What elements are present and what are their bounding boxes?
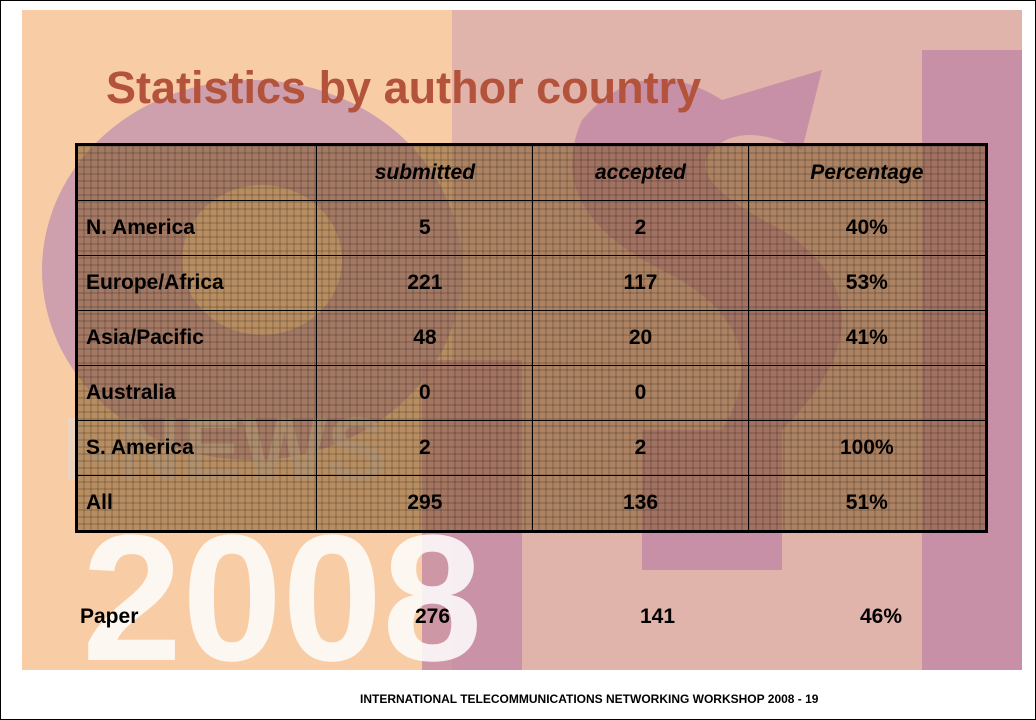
value-cell	[748, 366, 986, 421]
header-cell: submitted	[317, 145, 533, 201]
value-cell: 221	[317, 256, 533, 311]
header-cell: accepted	[533, 145, 748, 201]
summary-value: 141	[640, 605, 675, 629]
header-cell: Percentage	[748, 145, 986, 201]
value-cell: 2	[317, 421, 533, 476]
summary-label: Paper	[80, 605, 138, 629]
slide: 2008 I-NEWS Statistics by author country…	[22, 10, 1022, 670]
value-cell: 2	[533, 201, 748, 256]
value-cell: 5	[317, 201, 533, 256]
value-cell: 48	[317, 311, 533, 366]
page: 2008 I-NEWS Statistics by author country…	[0, 0, 1036, 720]
value-cell: 0	[317, 366, 533, 421]
footer: INTERNATIONAL TELECOMMUNICATIONS NETWORK…	[360, 692, 818, 706]
row-label: All	[77, 476, 317, 532]
value-cell: 51%	[748, 476, 986, 532]
row-label: Australia	[77, 366, 317, 421]
row-label: S. America	[77, 421, 317, 476]
row-label: Asia/Pacific	[77, 311, 317, 366]
header-cell	[77, 145, 317, 201]
summary-value: 276	[415, 605, 450, 629]
value-cell: 100%	[748, 421, 986, 476]
value-cell: 117	[533, 256, 748, 311]
value-cell: 295	[317, 476, 533, 532]
value-cell: 40%	[748, 201, 986, 256]
value-cell: 20	[533, 311, 748, 366]
value-cell: 53%	[748, 256, 986, 311]
value-cell: 136	[533, 476, 748, 532]
value-cell: 0	[533, 366, 748, 421]
row-label: N. America	[77, 201, 317, 256]
slide-title: Statistics by author country	[106, 62, 701, 114]
row-label: Europe/Africa	[77, 256, 317, 311]
summary-value: 46%	[860, 605, 902, 629]
value-cell: 2	[533, 421, 748, 476]
value-cell: 41%	[748, 311, 986, 366]
